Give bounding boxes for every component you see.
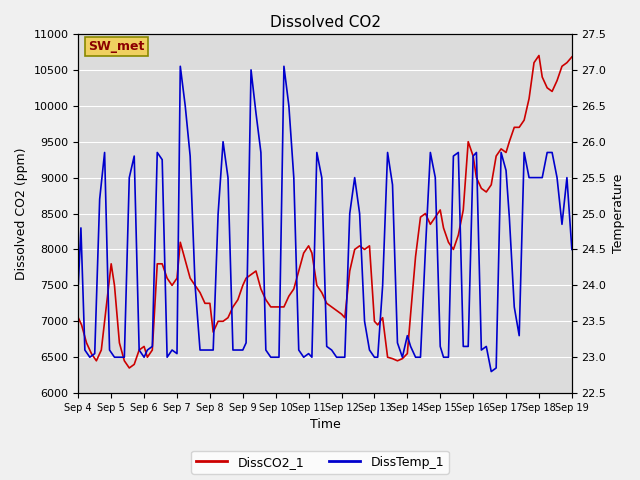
DissTemp_1 [417, 354, 424, 360]
DissTemp_1 [177, 63, 184, 69]
DissCO2_1 [535, 53, 543, 59]
Text: SW_met: SW_met [88, 40, 145, 53]
DissTemp_1 [399, 354, 406, 360]
DissTemp_1 [371, 354, 378, 360]
Y-axis label: Temperature: Temperature [612, 174, 625, 253]
DissCO2_1 [74, 315, 82, 321]
Line: DissTemp_1: DissTemp_1 [78, 66, 572, 372]
DissTemp_1 [86, 354, 93, 360]
DissCO2_1 [365, 243, 373, 249]
DissCO2_1 [125, 365, 133, 371]
DissCO2_1 [506, 139, 513, 144]
DissCO2_1 [417, 214, 424, 220]
DissTemp_1 [365, 347, 373, 353]
Line: DissCO2_1: DissCO2_1 [78, 56, 572, 368]
DissTemp_1 [488, 369, 495, 374]
DissTemp_1 [568, 247, 576, 252]
DissCO2_1 [568, 54, 576, 60]
DissTemp_1 [74, 283, 82, 288]
X-axis label: Time: Time [310, 419, 340, 432]
Y-axis label: Dissolved CO2 (ppm): Dissolved CO2 (ppm) [15, 147, 28, 280]
Legend: DissCO2_1, DissTemp_1: DissCO2_1, DissTemp_1 [191, 451, 449, 474]
DissTemp_1 [511, 304, 518, 310]
Title: Dissolved CO2: Dissolved CO2 [269, 15, 381, 30]
DissCO2_1 [399, 356, 406, 361]
DissCO2_1 [371, 318, 378, 324]
DissCO2_1 [88, 351, 95, 357]
